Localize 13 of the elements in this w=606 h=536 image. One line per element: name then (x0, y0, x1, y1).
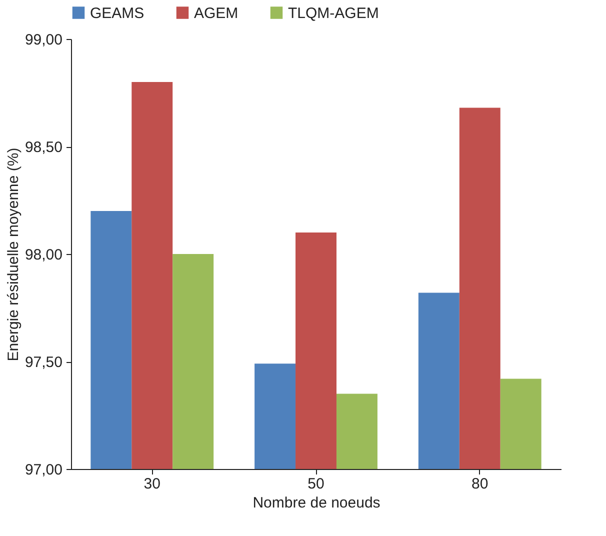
legend-label: AGEM (194, 4, 238, 22)
x-tick-label: 80 (472, 476, 488, 492)
x-axis-title: Nombre de noeuds (252, 494, 380, 512)
y-axis-title: Energie résiduelle moyenne (%) (4, 148, 22, 362)
x-tick-label: 30 (144, 476, 160, 492)
y-tick-label: 98,00 (24, 246, 62, 264)
x-tick-label: 50 (308, 476, 324, 492)
y-tick-label: 98,50 (24, 139, 62, 156)
y-tick-label: 97,00 (24, 462, 62, 478)
legend-label: GEAMS (90, 4, 144, 22)
y-tick-label: 97,50 (24, 354, 62, 371)
legend-label: TLQM-AGEM (288, 4, 379, 22)
y-tick-label: 99,00 (24, 32, 62, 48)
